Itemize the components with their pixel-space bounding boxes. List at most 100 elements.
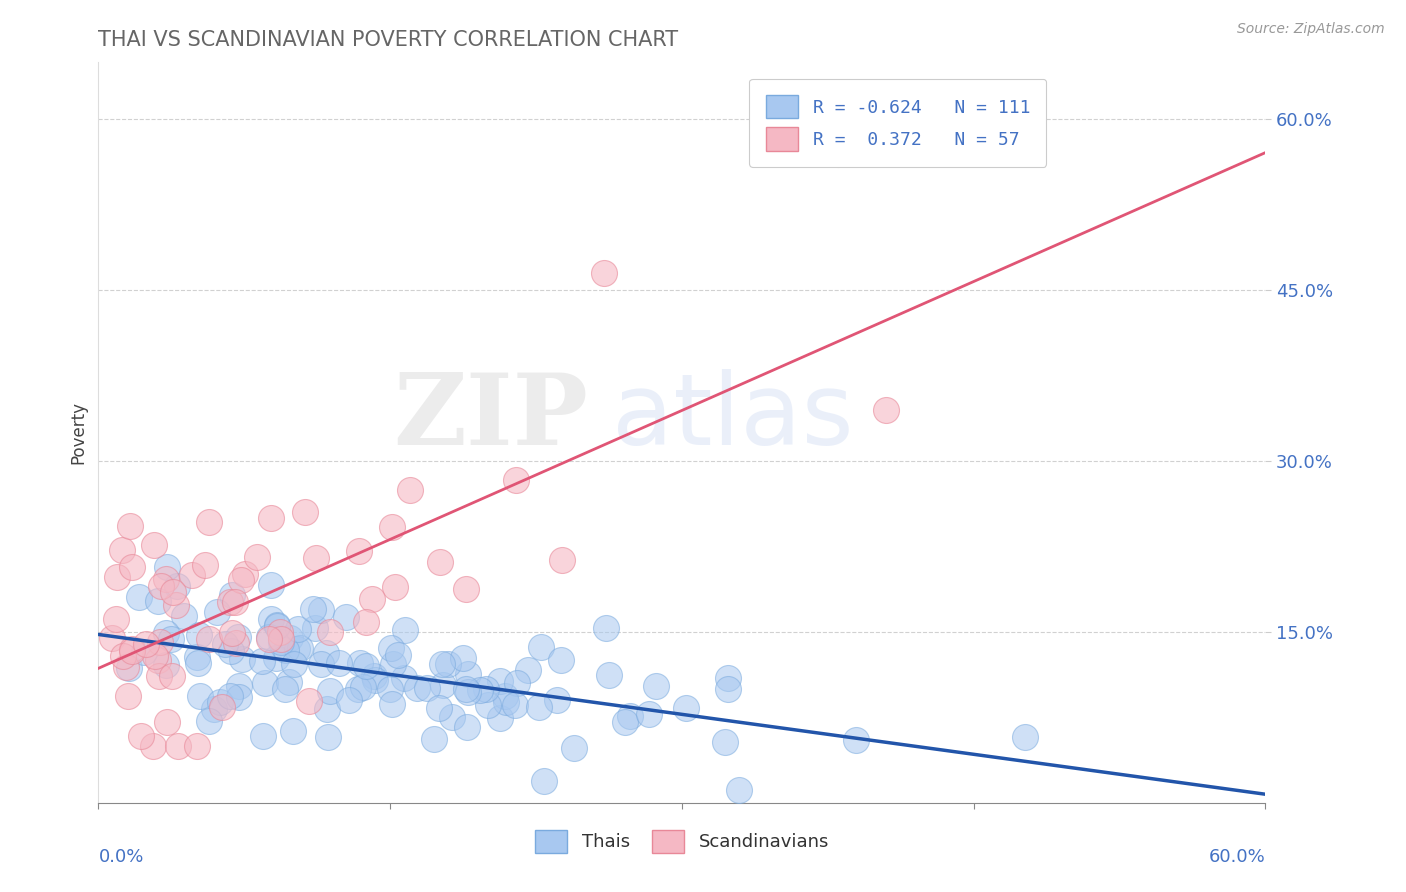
Point — [260, 577, 283, 591]
Y-axis label: Poverty: Poverty — [69, 401, 87, 464]
Point — [156, 560, 179, 574]
Point — [302, 602, 325, 616]
Text: atlas: atlas — [612, 369, 853, 467]
Point — [315, 646, 337, 660]
Point — [287, 623, 309, 637]
Point — [562, 741, 585, 756]
Point — [506, 676, 529, 690]
Point — [427, 701, 450, 715]
Point — [143, 538, 166, 552]
Point — [290, 640, 312, 655]
Point — [117, 689, 139, 703]
Point — [228, 679, 250, 693]
Point — [148, 635, 170, 649]
Point — [378, 681, 401, 696]
Point — [266, 619, 288, 633]
Point — [337, 692, 360, 706]
Point — [311, 657, 333, 671]
Point — [211, 700, 233, 714]
Point — [187, 656, 209, 670]
Point — [354, 659, 377, 673]
Point — [637, 706, 659, 721]
Point — [318, 624, 340, 639]
Point — [250, 654, 273, 668]
Point — [121, 643, 143, 657]
Point — [347, 543, 370, 558]
Point — [111, 542, 134, 557]
Point — [146, 653, 169, 667]
Point — [298, 694, 321, 708]
Point — [405, 681, 427, 695]
Point — [470, 683, 492, 698]
Point — [728, 783, 751, 797]
Point — [278, 631, 301, 645]
Point — [225, 636, 247, 650]
Point — [146, 594, 169, 608]
Point — [304, 621, 326, 635]
Legend: Thais, Scandinavians: Thais, Scandinavians — [527, 822, 837, 861]
Point — [527, 700, 550, 714]
Point — [233, 566, 256, 581]
Point — [173, 609, 195, 624]
Point — [315, 702, 337, 716]
Point — [495, 695, 517, 709]
Point — [550, 653, 572, 667]
Point — [162, 584, 184, 599]
Point — [128, 590, 150, 604]
Point — [316, 730, 339, 744]
Point — [546, 693, 568, 707]
Point — [319, 684, 342, 698]
Point — [392, 671, 415, 685]
Point — [430, 657, 453, 671]
Point — [363, 673, 385, 688]
Point — [221, 588, 243, 602]
Point — [270, 632, 292, 646]
Point — [494, 689, 516, 703]
Point — [429, 555, 451, 569]
Point — [453, 651, 475, 665]
Point — [188, 628, 211, 642]
Point — [149, 579, 172, 593]
Point — [416, 681, 439, 696]
Point — [361, 591, 384, 606]
Point — [387, 648, 409, 662]
Point — [209, 695, 232, 709]
Point — [285, 642, 308, 657]
Point — [1014, 731, 1036, 745]
Point — [457, 667, 479, 681]
Point — [456, 720, 478, 734]
Point — [675, 701, 697, 715]
Point — [155, 573, 177, 587]
Point — [101, 631, 124, 645]
Point — [148, 669, 170, 683]
Point — [155, 626, 177, 640]
Point — [845, 732, 868, 747]
Point — [328, 657, 350, 671]
Point — [384, 580, 406, 594]
Point — [118, 519, 141, 533]
Point — [228, 631, 250, 645]
Point — [551, 553, 574, 567]
Point — [156, 714, 179, 729]
Point — [221, 626, 243, 640]
Point — [309, 603, 332, 617]
Point — [505, 473, 527, 487]
Text: Source: ZipAtlas.com: Source: ZipAtlas.com — [1237, 22, 1385, 37]
Point — [105, 612, 128, 626]
Point — [143, 649, 166, 664]
Point — [363, 669, 385, 683]
Point — [352, 680, 374, 694]
Point — [253, 676, 276, 690]
Point — [475, 681, 498, 696]
Point — [349, 656, 371, 670]
Point — [441, 710, 464, 724]
Point — [274, 681, 297, 696]
Point — [432, 678, 454, 692]
Point — [260, 511, 283, 525]
Point — [454, 582, 477, 596]
Point — [533, 773, 555, 788]
Point — [276, 643, 298, 657]
Point — [593, 266, 616, 280]
Point — [246, 550, 269, 565]
Point — [294, 505, 316, 519]
